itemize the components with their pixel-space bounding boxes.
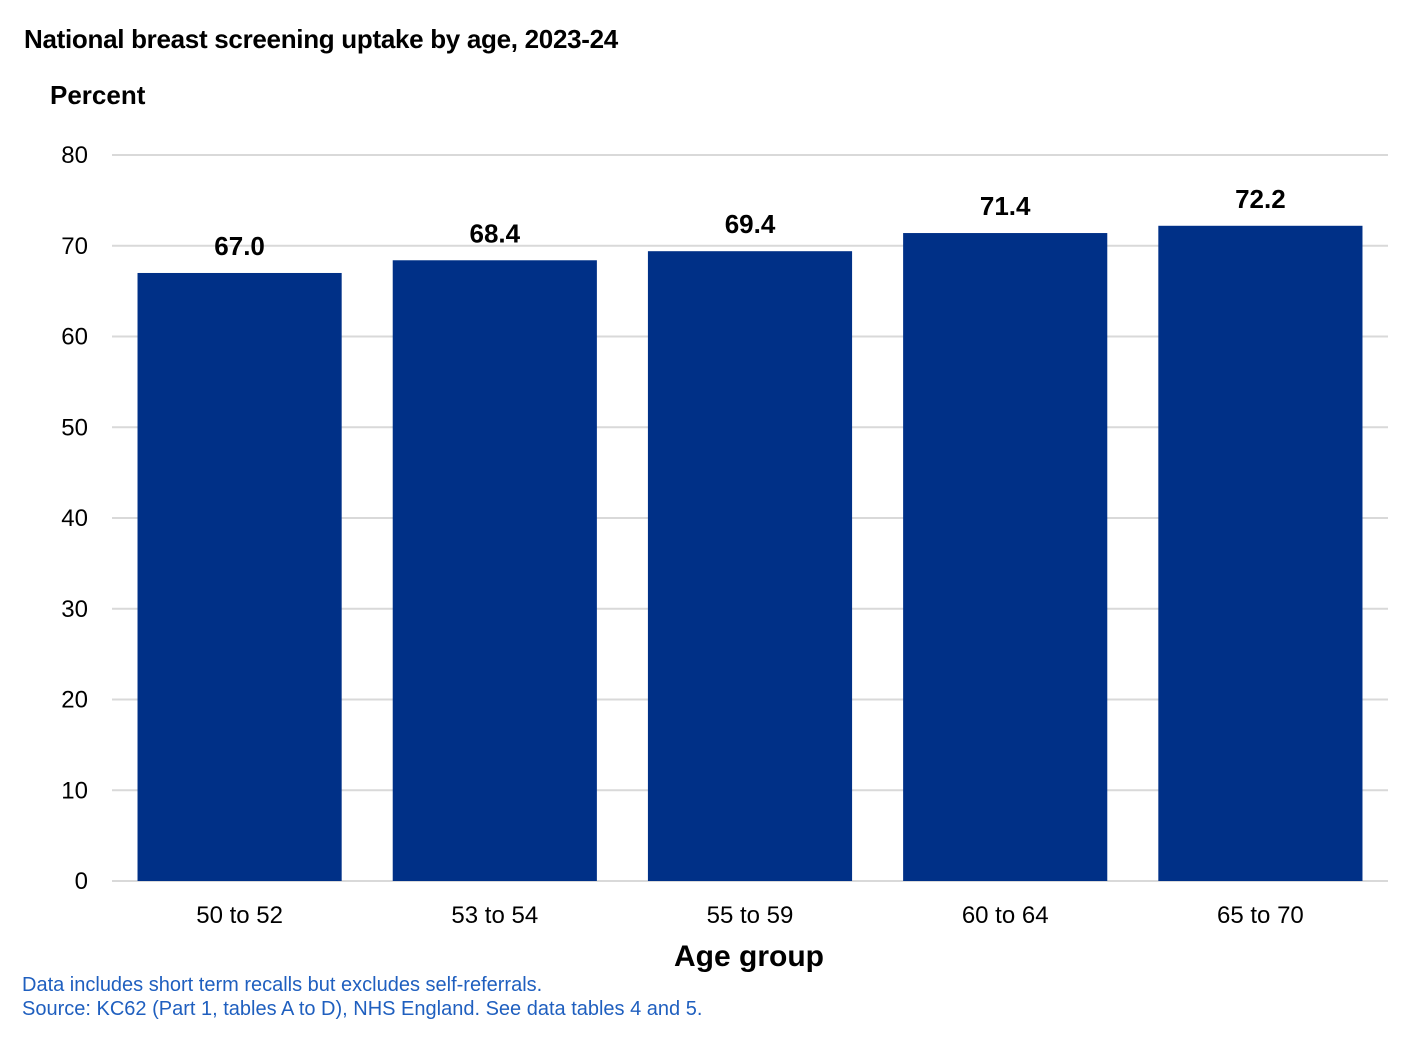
y-tick-label-0: 0: [75, 868, 88, 895]
y-tick-label-40: 40: [61, 505, 88, 532]
y-axis-ticks: 0 10 20 30 40 50 60 70 80: [61, 142, 88, 895]
y-tick-label-20: 20: [61, 687, 88, 714]
data-label-1: 68.4: [469, 218, 520, 248]
x-tick-label-4: 65 to 70: [1217, 902, 1304, 929]
x-axis-ticks: 50 to 52 53 to 54 55 to 59 60 to 64 65 to 70: [196, 902, 1304, 929]
y-tick-label-50: 50: [61, 414, 88, 441]
data-label-0: 67.0: [214, 231, 265, 261]
chart-title: National breast screening uptake by age,…: [24, 24, 618, 54]
y-axis-label: Percent: [50, 80, 146, 110]
y-tick-label-10: 10: [61, 777, 88, 804]
bar-0: [137, 272, 342, 882]
bar-4: [1158, 225, 1363, 881]
data-label-3: 71.4: [980, 191, 1031, 221]
x-tick-label-0: 50 to 52: [196, 902, 283, 929]
data-labels: 67.0 68.4 69.4 71.4 72.2: [214, 184, 1285, 261]
y-tick-label-70: 70: [61, 233, 88, 260]
x-tick-label-1: 53 to 54: [451, 902, 538, 929]
footnote-data: Data includes short term recalls but exc…: [22, 974, 543, 996]
bar-3: [903, 233, 1108, 882]
footnote-source: Source: KC62 (Part 1, tables A to D), NH…: [22, 998, 703, 1020]
x-tick-label-3: 60 to 64: [962, 902, 1049, 929]
y-tick-label-30: 30: [61, 596, 88, 623]
data-label-2: 69.4: [725, 209, 776, 239]
y-tick-label-60: 60: [61, 324, 88, 351]
bars: [137, 225, 1363, 882]
data-label-4: 72.2: [1235, 184, 1286, 214]
y-tick-label-80: 80: [61, 142, 88, 169]
x-tick-label-2: 55 to 59: [707, 902, 794, 929]
bar-1: [392, 260, 597, 881]
x-axis-label: Age group: [674, 940, 824, 973]
bar-2: [647, 251, 853, 881]
